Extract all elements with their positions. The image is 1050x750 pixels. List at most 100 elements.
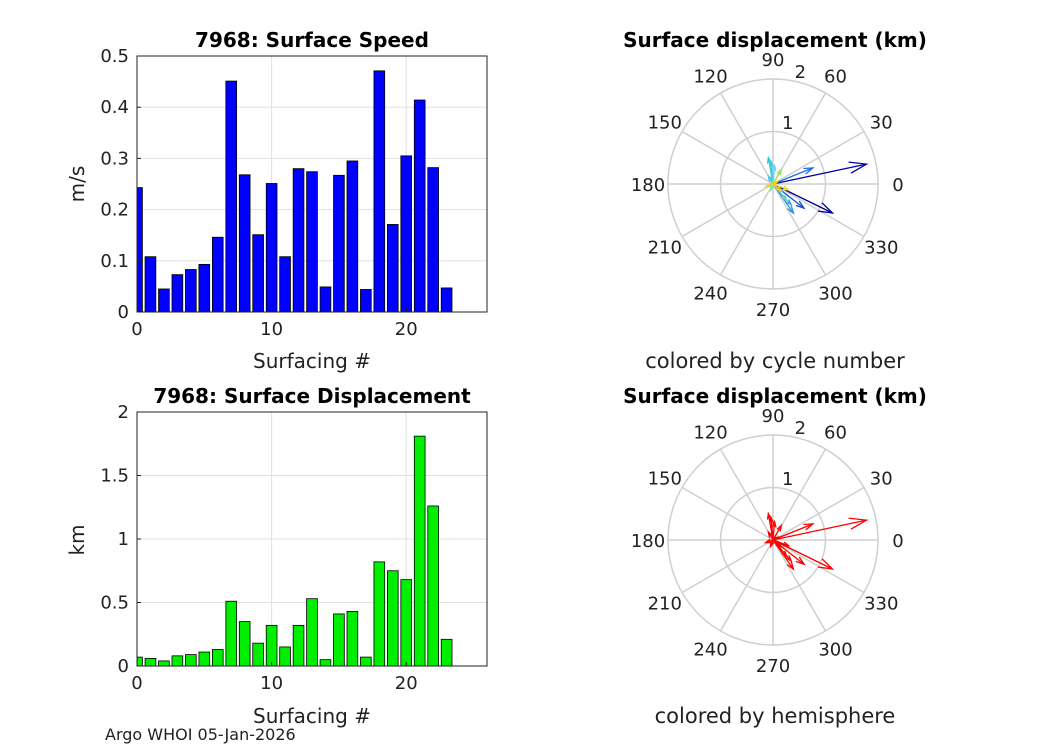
polar-cycle-angle-label: 270: [756, 300, 790, 321]
polar-cycle-vector: [772, 165, 776, 185]
polar-cycle-vector: [772, 167, 814, 185]
displacement-ytick-label: 1.5: [100, 466, 129, 487]
displacement-bar: [252, 642, 264, 667]
polar-cycle-spoke: [772, 183, 827, 276]
displacement-bar: [225, 600, 238, 667]
speed-bar: [158, 288, 170, 313]
displacement-bar: [238, 621, 251, 667]
speed-bar: [279, 256, 291, 313]
speed-axes-box: [136, 55, 488, 313]
polar-cycle-vector: [772, 183, 790, 191]
speed-ytick-label: 0.3: [100, 148, 129, 169]
speed-bar: [413, 99, 426, 313]
speed-bar: [346, 160, 359, 313]
polar-hemisphere-vector-head: [775, 541, 784, 549]
displacement-bar: [373, 561, 386, 667]
polar-cycle-spoke: [772, 183, 865, 238]
displacement-xtick-label: 0: [131, 673, 142, 694]
polar-cycle-angle-label: 330: [864, 238, 898, 259]
displacement-bar: [346, 610, 359, 667]
polar-hemisphere-spoke: [719, 448, 774, 541]
speed-bar: [440, 287, 453, 313]
polar-cycle-range-label: 2: [795, 62, 806, 83]
polar-hemisphere-angle-label: 270: [756, 656, 790, 677]
polar-hemisphere-vector-head: [776, 523, 783, 532]
polar-hemisphere-range-label: 2: [795, 418, 806, 439]
polar-hemisphere-angle-label: 210: [648, 594, 682, 615]
polar-hemisphere-vector-head: [817, 558, 835, 570]
displacement-bar: [333, 613, 345, 667]
speed-bar: [136, 187, 143, 313]
polar-cycle-vector-head: [771, 180, 780, 187]
polar-cycle-vector-head: [771, 163, 777, 172]
polar-hemisphere-range-label: 1: [782, 469, 793, 490]
speed-bar: [306, 171, 318, 313]
polar-hemisphere-vector-head: [848, 517, 869, 530]
displacement-y-label: km: [65, 524, 89, 555]
polar-cycle-vector-head: [782, 185, 791, 191]
polar-hemisphere-vector-head: [769, 515, 775, 524]
polar-cycle-title: Surface displacement (km): [623, 28, 927, 52]
polar-cycle-angle-label: 120: [693, 67, 727, 88]
displacement-bar: [400, 579, 413, 667]
speed-bar: [427, 167, 439, 313]
speed-bar: [333, 174, 345, 313]
speed-bar: [400, 155, 413, 313]
displacement-bar: [211, 649, 224, 667]
displacement-bar: [319, 659, 332, 667]
speed-bar: [238, 174, 251, 313]
polar-hemisphere-spoke: [681, 486, 774, 541]
polar-hemisphere-vector-head: [766, 511, 772, 520]
displacement-bar: [306, 598, 318, 667]
speed-bar: [292, 168, 305, 313]
polar-cycle-spoke: [772, 130, 865, 185]
speed-bar-chart: 0 0.1 0.2 0.3 0.4 0.5 0 10 20 7968: Surface Speed…: [65, 28, 488, 373]
displacement-ytick-label: 2: [118, 402, 129, 423]
displacement-xtick-label: 20: [395, 673, 418, 694]
polar-cycle-angle-label: 30: [870, 113, 893, 134]
polar-hemisphere-spoke: [719, 539, 774, 632]
polar-hemisphere-spoke: [772, 539, 865, 594]
speed-x-label: Surfacing #: [253, 349, 371, 373]
footer-credit: Argo WHOI 05-Jan-2026: [105, 725, 296, 744]
displacement-bar: [185, 654, 197, 667]
polar-cycle-vector-head: [776, 167, 783, 176]
speed-ytick-label: 0.1: [100, 251, 129, 272]
polar-hemisphere-angle-label: 60: [824, 423, 847, 444]
polar-hemisphere-vector-head: [771, 536, 780, 543]
displacement-bar: [171, 655, 184, 667]
polar-cycle-angle-label: 210: [648, 238, 682, 259]
displacement-bar: [136, 656, 143, 667]
polar-cycle-vector-head: [803, 167, 815, 175]
polar-hemisphere-vector: [772, 523, 814, 541]
polar-hemisphere-angle-label: 330: [864, 594, 898, 615]
speed-xtick-label: 10: [260, 319, 283, 340]
polar-hemisphere-angle-label: 30: [870, 469, 893, 490]
polar-hemisphere-vector-head: [785, 555, 793, 563]
polar-cycle-angle-label: 240: [693, 283, 727, 304]
polar-hemisphere-angle-label: 150: [648, 469, 682, 490]
displacement-bar: [144, 657, 157, 667]
displacement-xtick-label: 10: [260, 673, 283, 694]
speed-bar: [319, 286, 332, 313]
polar-cycle-vector-head: [786, 205, 795, 215]
polar-hemisphere-vector-head: [763, 538, 772, 544]
speed-ytick-label: 0: [118, 302, 129, 323]
polar-cycle-angle-label: 180: [631, 175, 665, 196]
polar-cycle-spoke: [719, 183, 774, 276]
speed-bar: [211, 236, 224, 313]
polar-hemisphere-angle-label: 120: [693, 423, 727, 444]
speed-ytick-label: 0.4: [100, 97, 129, 118]
polar-hemisphere-vector-head: [795, 556, 806, 566]
polar-cycle-vector-head: [763, 182, 772, 188]
polar-hemisphere-vector: [770, 517, 774, 541]
polar-cycle-angle-label: 60: [824, 67, 847, 88]
polar-cycle-vector-head: [817, 202, 835, 214]
polar-cycle-vector-head: [781, 194, 789, 203]
displacement-ytick-label: 0: [118, 656, 129, 677]
displacement-ytick-label: 1: [118, 529, 129, 550]
polar-cycle-spoke: [681, 183, 774, 238]
polar-cycle-spoke: [719, 92, 774, 185]
speed-xtick-label: 0: [131, 319, 142, 340]
